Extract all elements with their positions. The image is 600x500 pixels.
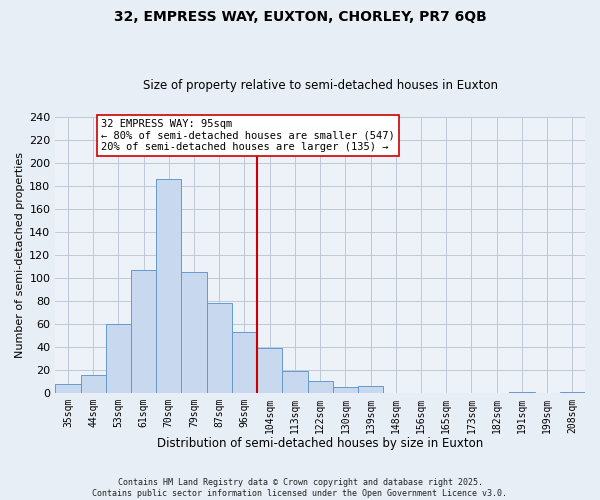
X-axis label: Distribution of semi-detached houses by size in Euxton: Distribution of semi-detached houses by … [157,437,483,450]
Bar [308,381,333,392]
Bar [333,387,358,392]
Bar [283,371,308,392]
Bar [156,179,181,392]
Bar [80,376,106,392]
Title: Size of property relative to semi-detached houses in Euxton: Size of property relative to semi-detach… [143,79,497,92]
Bar [55,384,80,392]
Text: 32, EMPRESS WAY, EUXTON, CHORLEY, PR7 6QB: 32, EMPRESS WAY, EUXTON, CHORLEY, PR7 6Q… [113,10,487,24]
Bar [257,348,283,393]
Bar [106,324,131,392]
Bar [131,270,156,392]
Text: Contains HM Land Registry data © Crown copyright and database right 2025.
Contai: Contains HM Land Registry data © Crown c… [92,478,508,498]
Bar [181,272,206,392]
Bar [232,332,257,392]
Bar [358,386,383,392]
Y-axis label: Number of semi-detached properties: Number of semi-detached properties [15,152,25,358]
Bar [206,303,232,392]
Text: 32 EMPRESS WAY: 95sqm
← 80% of semi-detached houses are smaller (547)
20% of sem: 32 EMPRESS WAY: 95sqm ← 80% of semi-deta… [101,119,394,152]
